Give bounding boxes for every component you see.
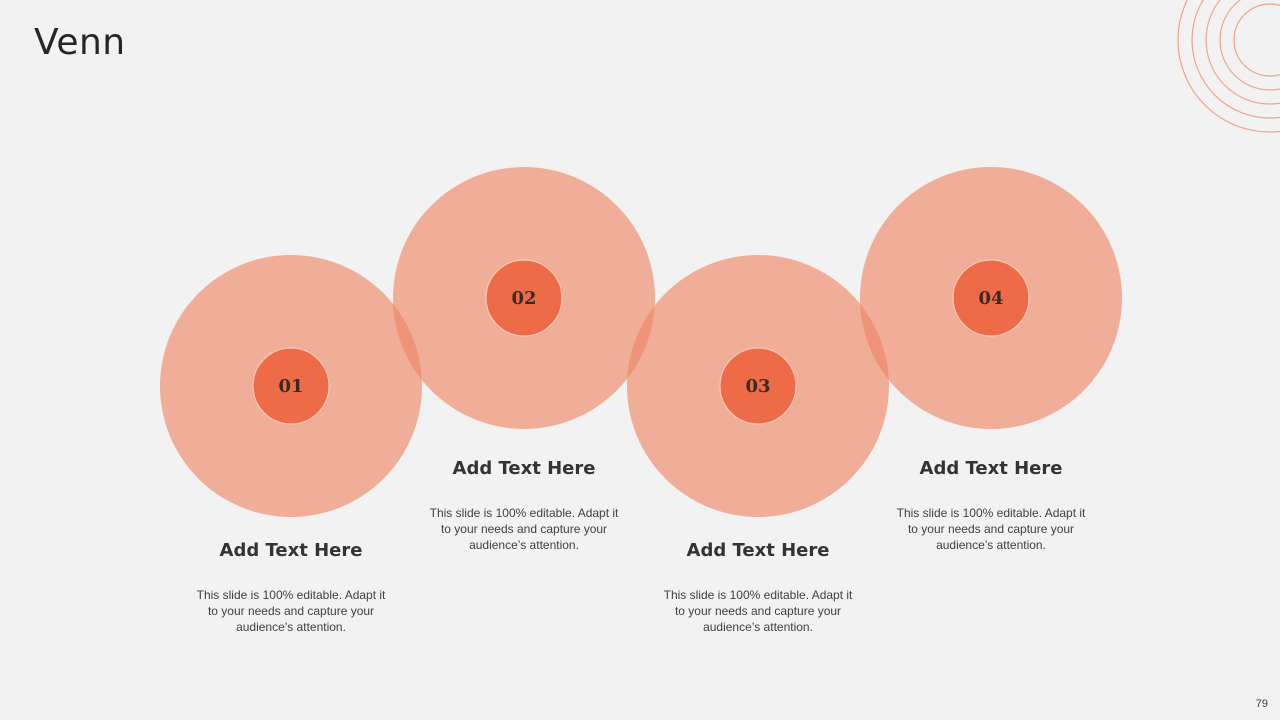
card-body-03: This slide is 100% editable. Adapt it to… <box>663 588 853 634</box>
card-body-01: This slide is 100% editable. Adapt it to… <box>196 588 386 634</box>
slide-title: Venn <box>34 22 126 63</box>
number-badge-01: 01 <box>252 347 330 425</box>
number-badge-03: 03 <box>719 347 797 425</box>
text-card-04: Add Text Here This slide is 100% editabl… <box>881 457 1101 553</box>
number-label-02: 02 <box>511 288 536 309</box>
number-badge-04: 04 <box>952 259 1030 337</box>
card-heading-02: Add Text Here <box>452 458 596 479</box>
page-number: 79 <box>1255 698 1268 710</box>
number-label-03: 03 <box>745 376 770 397</box>
card-heading-03: Add Text Here <box>686 540 830 561</box>
text-card-02: Add Text Here This slide is 100% editabl… <box>414 457 634 553</box>
text-card-01: Add Text Here This slide is 100% editabl… <box>181 539 401 635</box>
number-label-01: 01 <box>278 376 303 397</box>
text-card-03: Add Text Here This slide is 100% editabl… <box>648 539 868 635</box>
card-body-02: This slide is 100% editable. Adapt it to… <box>429 506 619 552</box>
number-badge-02: 02 <box>485 259 563 337</box>
number-label-04: 04 <box>978 288 1003 309</box>
decorative-rings <box>1177 0 1280 133</box>
card-heading-01: Add Text Here <box>219 540 363 561</box>
card-body-04: This slide is 100% editable. Adapt it to… <box>896 506 1086 552</box>
card-heading-04: Add Text Here <box>919 458 1063 479</box>
